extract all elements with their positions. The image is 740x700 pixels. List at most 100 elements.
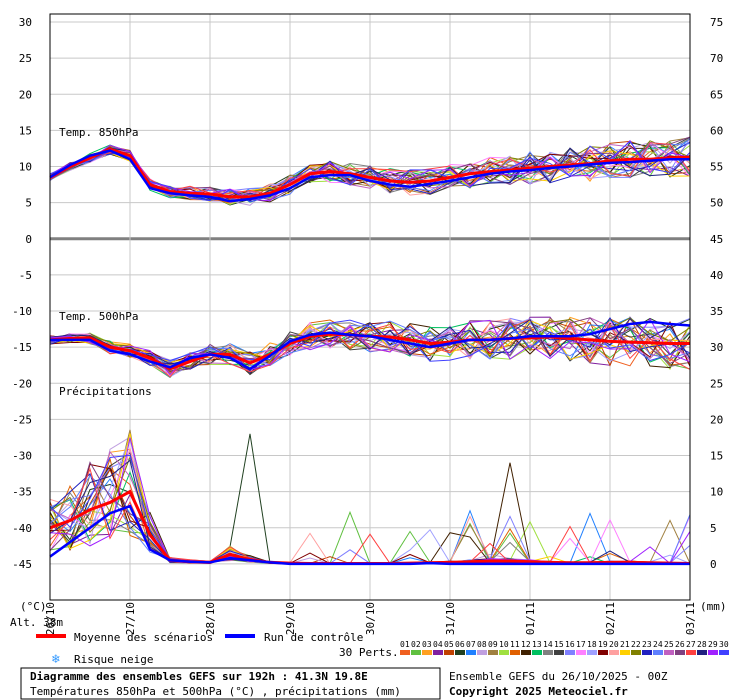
pert-number: 09 xyxy=(488,640,498,649)
right-tick-label: 60 xyxy=(710,124,723,137)
pert-number: 15 xyxy=(554,640,564,649)
pert-number: 27 xyxy=(686,640,696,649)
pert-number: 08 xyxy=(477,640,487,649)
right-precip-tick-label: 0 xyxy=(710,558,717,571)
right-precip-tick-label: 20 xyxy=(710,413,723,426)
legend-mean-swatch xyxy=(36,634,66,638)
x-tick-label: 27/10 xyxy=(124,602,137,635)
pert-number: 23 xyxy=(642,640,652,649)
altitude-label: Alt. 38m xyxy=(10,616,63,629)
chart-title: Diagramme des ensembles GEFS sur 192h : … xyxy=(30,670,368,683)
series-line-t500 xyxy=(50,320,691,371)
left-tick-label: 30 xyxy=(19,16,32,29)
pert-number: 16 xyxy=(565,640,575,649)
series-line-t850 xyxy=(49,149,690,203)
left-tick-label: -5 xyxy=(19,269,32,282)
label-temp-850: Temp. 850hPa xyxy=(59,126,138,139)
series-line-precip xyxy=(49,504,690,566)
plot-frame xyxy=(49,13,691,601)
info-box xyxy=(20,667,441,700)
pert-number: 17 xyxy=(576,640,586,649)
axes: 302520151050-5-10-15-20-25-30-35-40-4575… xyxy=(12,13,723,635)
pert-number: 26 xyxy=(675,640,685,649)
left-tick-label: -10 xyxy=(12,305,32,318)
pert-swatch xyxy=(433,650,443,655)
pert-swatch xyxy=(543,650,553,655)
pert-number: 02 xyxy=(411,640,421,649)
right-tick-label: 50 xyxy=(710,197,723,210)
left-tick-label: -45 xyxy=(12,558,32,571)
chart-subtitle: Températures 850hPa et 500hPa (°C) , pré… xyxy=(30,685,401,698)
pert-number: 14 xyxy=(543,640,553,649)
pert-number: 19 xyxy=(598,640,608,649)
pert-swatch xyxy=(510,650,520,655)
pert-swatch xyxy=(455,650,465,655)
pert-swatch xyxy=(664,650,674,655)
pert-number: 28 xyxy=(697,640,707,649)
pert-swatch xyxy=(642,650,652,655)
left-tick-label: -25 xyxy=(12,413,32,426)
pert-number: 03 xyxy=(422,640,432,649)
pert-number: 21 xyxy=(620,640,630,649)
x-tick-label: 30/10 xyxy=(364,602,377,635)
x-tick-label: 26/10 xyxy=(44,602,57,635)
pert-swatch xyxy=(477,650,487,655)
x-tick-label: 28/10 xyxy=(204,602,217,635)
pert-number: 12 xyxy=(521,640,531,649)
right-precip-tick-label: 5 xyxy=(710,522,717,535)
left-unit-label: (°C) xyxy=(20,600,47,613)
pert-number: 05 xyxy=(444,640,454,649)
legend-control-swatch xyxy=(225,634,255,638)
pert-swatch xyxy=(675,650,685,655)
pert-swatch xyxy=(422,650,432,655)
pert-number: 30 xyxy=(719,640,729,649)
pert-number: 10 xyxy=(499,640,509,649)
x-tick-label: 29/10 xyxy=(284,602,297,635)
pert-swatch xyxy=(444,650,454,655)
right-tick-label: 35 xyxy=(710,305,723,318)
pert-number: 18 xyxy=(587,640,597,649)
member-500-line xyxy=(49,318,691,378)
perturbation-legend: 01 02 03 04 05 06 07 08 09 10 11 12 13 14 15 16 17 18 19 20… xyxy=(400,640,729,655)
member-850-line xyxy=(49,139,691,202)
pert-swatch xyxy=(565,650,575,655)
pert-swatch xyxy=(708,650,718,655)
pert-swatch xyxy=(411,650,421,655)
x-tick-label: 02/11 xyxy=(604,602,617,635)
pert-number: 04 xyxy=(433,640,443,649)
right-tick-label: 25 xyxy=(710,377,723,390)
left-tick-label: 15 xyxy=(19,124,32,137)
pert-number: 24 xyxy=(653,640,663,649)
pert-number: 22 xyxy=(631,640,641,649)
pert-swatch xyxy=(554,650,564,655)
left-tick-label: -20 xyxy=(12,377,32,390)
right-tick-label: 30 xyxy=(710,341,723,354)
main-series xyxy=(49,147,691,566)
left-tick-label: -15 xyxy=(12,341,32,354)
pert-swatch xyxy=(598,650,608,655)
right-tick-label: 75 xyxy=(710,16,723,29)
pert-swatch xyxy=(466,650,476,655)
legend-mean-label: Moyenne des scénarios xyxy=(74,631,213,644)
pert-swatch xyxy=(532,650,542,655)
left-tick-label: -35 xyxy=(12,486,32,499)
left-tick-label: 25 xyxy=(19,52,32,65)
right-tick-label: 55 xyxy=(710,161,723,174)
member-500-line xyxy=(49,319,691,362)
right-tick-label: 40 xyxy=(710,269,723,282)
member-500-line xyxy=(49,317,691,378)
legend-perts-label: 30 Perts. xyxy=(339,646,399,659)
pert-swatch xyxy=(488,650,498,655)
pert-number: 07 xyxy=(466,640,476,649)
pert-swatch xyxy=(686,650,696,655)
right-tick-label: 45 xyxy=(710,233,723,246)
pert-swatch xyxy=(587,650,597,655)
pert-swatch xyxy=(499,650,509,655)
legend-snow-label: Risque neige xyxy=(74,653,153,666)
member-850-line xyxy=(49,140,691,203)
right-unit-label: (mm) xyxy=(700,600,727,613)
right-precip-tick-label: 15 xyxy=(710,450,723,463)
right-precip-tick-label: 10 xyxy=(710,486,723,499)
pert-number: 20 xyxy=(609,640,619,649)
